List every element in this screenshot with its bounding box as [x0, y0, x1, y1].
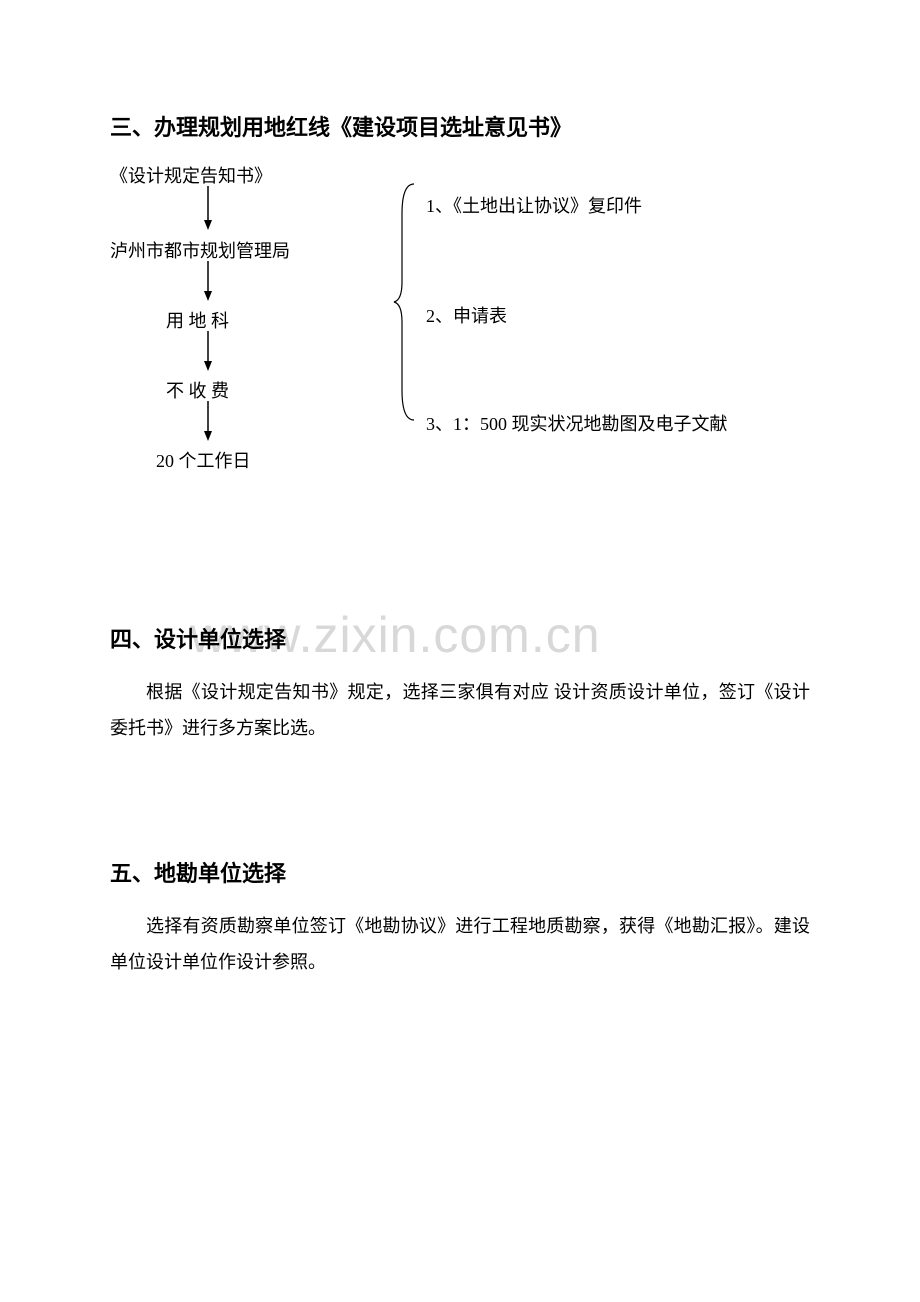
section-4-heading: 四、设计单位选择 — [110, 622, 810, 654]
arrow-1 — [202, 261, 214, 301]
flowchart: 《设计规定告知书》 泸州市都市规划管理局 用 地 科 不 收 费 20 个工作日 — [110, 162, 810, 472]
flow-node-1: 泸州市都市规划管理局 — [110, 237, 290, 263]
section-5: 五、地勘单位选择 选择有资质勘察单位签订《地勘协议》进行工程地质勘察，获得《地勘… — [110, 856, 810, 980]
section-3-heading: 三、办理规划用地红线《建设项目选址意见书》 — [110, 110, 810, 142]
brace-icon — [392, 182, 418, 427]
brace-item-0: 1、《土地出让协议》复印件 — [426, 192, 642, 218]
section-4-body: 根据《设计规定告知书》规定，选择三家俱有对应 设计资质设计单位，签订《设计委托书… — [110, 674, 810, 746]
flow-node-3: 不 收 费 — [166, 377, 229, 403]
flow-node-0: 《设计规定告知书》 — [110, 162, 272, 188]
brace-item-1: 2、申请表 — [426, 302, 507, 328]
section-5-heading: 五、地勘单位选择 — [110, 856, 810, 888]
document-content: 三、办理规划用地红线《建设项目选址意见书》 《设计规定告知书》 泸州市都市规划管… — [110, 110, 810, 980]
section-3: 三、办理规划用地红线《建设项目选址意见书》 《设计规定告知书》 泸州市都市规划管… — [110, 110, 810, 472]
arrow-2 — [202, 331, 214, 371]
flow-node-4: 20 个工作日 — [156, 447, 251, 473]
brace-item-2: 3、1：500 现实状况地勘图及电子文献 — [426, 410, 728, 436]
section-4: 四、设计单位选择 根据《设计规定告知书》规定，选择三家俱有对应 设计资质设计单位… — [110, 622, 810, 746]
arrow-3 — [202, 401, 214, 441]
arrow-0 — [202, 186, 214, 230]
flow-node-2: 用 地 科 — [166, 307, 229, 333]
section-5-body: 选择有资质勘察单位签订《地勘协议》进行工程地质勘察，获得《地勘汇报》。建设单位设… — [110, 908, 810, 980]
